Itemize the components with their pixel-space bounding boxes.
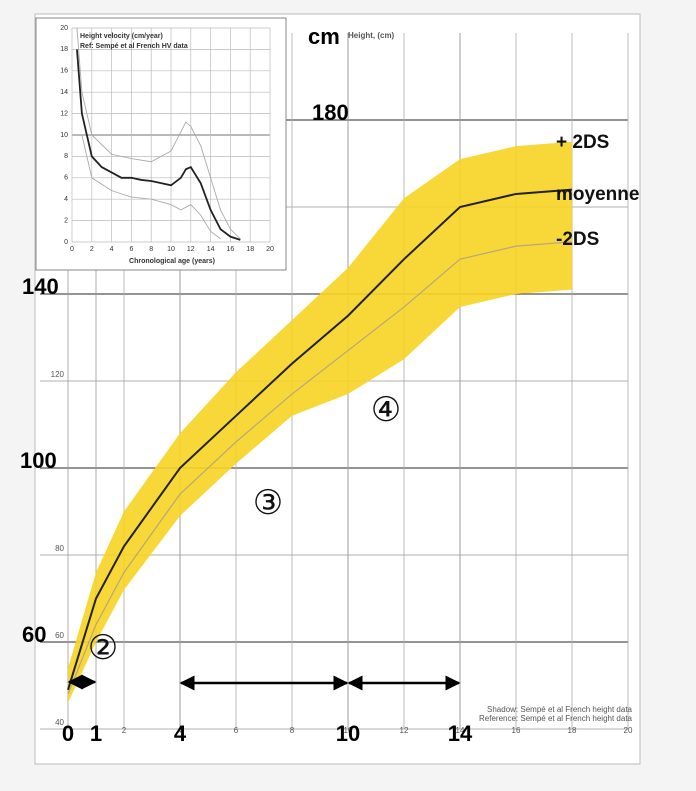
y-tick-label: 8	[64, 153, 68, 160]
y-tick-label: 16	[60, 68, 68, 75]
inset-title: Height velocity (cm/year)	[80, 33, 163, 40]
legend-label: moyenne	[556, 184, 639, 205]
x-tick-label: 4	[178, 726, 183, 735]
note: Shadow: Sempé et al French height data	[487, 705, 633, 714]
x-tick-label: 18	[568, 726, 577, 735]
x-tick-label: 2	[90, 246, 94, 253]
y-tick-label-major: 100	[20, 448, 57, 473]
y-tick-label: 14	[60, 89, 68, 96]
x-tick-label: 8	[149, 246, 153, 253]
x-tick-label: 14	[207, 246, 215, 253]
x-tick-label: 6	[129, 246, 133, 253]
x-tick-label: 8	[290, 726, 295, 735]
series-line	[76, 49, 241, 241]
y-tick-label-major: 180	[312, 100, 349, 125]
y-tick-label: 4	[64, 196, 68, 203]
y-tick-label: 20	[60, 25, 68, 32]
x-tick-label-major: 10	[336, 721, 360, 746]
y-tick-label: 40	[55, 718, 64, 727]
x-tick-label: 4	[110, 246, 114, 253]
reference-line	[76, 27, 241, 240]
y-tick-label: 80	[55, 544, 64, 553]
y-tick-label: 0	[64, 239, 68, 246]
legend-label: + 2DS	[556, 132, 609, 153]
annotation: ③	[253, 484, 283, 522]
x-tick-label-major: 14	[448, 721, 473, 746]
axis-title: Height, (cm)	[348, 31, 395, 40]
inset-frame	[35, 17, 287, 271]
x-tick-label: 14	[456, 726, 465, 735]
annotation: ④	[371, 391, 401, 429]
x-tick-label-major: 0	[62, 721, 74, 746]
x-tick-label: 0	[70, 246, 74, 253]
x-tick-label: 18	[246, 246, 254, 253]
x-tick-label: 10	[344, 726, 353, 735]
x-tick-label-major: 1	[90, 721, 102, 746]
x-axis-label: Chronological age (years)	[129, 258, 215, 265]
y-tick-label: 60	[55, 631, 64, 640]
unit-label: cm	[308, 24, 340, 49]
x-tick-label: 16	[512, 726, 521, 735]
x-tick-label: 12	[400, 726, 409, 735]
legend-label: -2DS	[556, 229, 599, 250]
y-tick-label: 120	[51, 370, 65, 379]
x-tick-label: 20	[266, 246, 274, 253]
band	[68, 141, 572, 703]
x-tick-label: 10	[167, 246, 175, 253]
reference-line	[81, 134, 221, 240]
y-tick-label-major: 140	[22, 274, 59, 299]
x-tick-label: 2	[122, 726, 127, 735]
inset-subtitle: Ref: Sempé et al French HV data	[80, 43, 188, 50]
x-tick-label: 16	[227, 246, 235, 253]
x-tick-label-major: 4	[174, 721, 187, 746]
y-tick-label: 10	[60, 132, 68, 139]
series-line	[67, 188, 573, 691]
x-tick-label: 6	[234, 726, 239, 735]
y-tick-label: 6	[64, 175, 68, 182]
note: Reference: Sempé et al French height dat…	[479, 714, 633, 723]
inset-chart: 0 2 4 6 8 10 12 14 16 18 20 0 2 4 6 8 10 12 14 16 18 20 Height…	[60, 25, 274, 265]
y-tick-label-major: 60	[22, 622, 46, 647]
y-tick-label: 12	[60, 110, 68, 117]
y-tick-label: 18	[60, 46, 68, 53]
x-tick-label: 12	[187, 246, 195, 253]
annotation: ②	[88, 629, 118, 667]
y-tick-label: 2	[64, 217, 68, 224]
series-line	[67, 241, 573, 695]
x-tick-label: 20	[624, 726, 633, 735]
